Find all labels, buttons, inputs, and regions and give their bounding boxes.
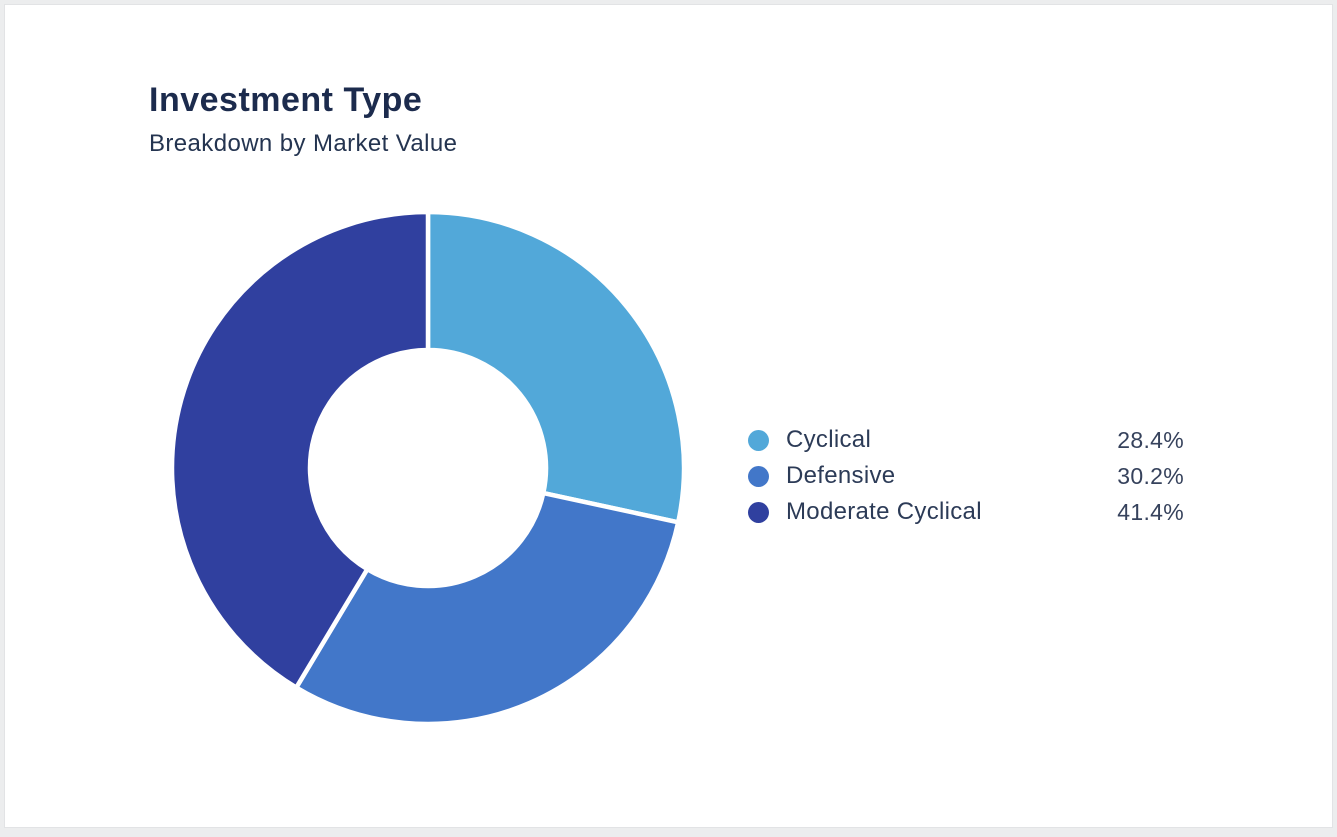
donut-chart-area <box>168 208 688 728</box>
legend-label: Moderate Cyclical <box>786 498 982 525</box>
legend-label: Defensive <box>786 462 896 489</box>
legend-label: Cyclical <box>786 426 872 453</box>
legend-item-cyclical[interactable]: Cyclical 28.4% <box>748 422 1184 458</box>
donut-segment-defensive[interactable] <box>294 490 681 727</box>
card-header: Investment Type Breakdown by Market Valu… <box>149 81 457 158</box>
chart-subtitle: Breakdown by Market Value <box>149 130 458 157</box>
donut-segment-cyclical[interactable] <box>425 209 687 525</box>
legend-dot-icon <box>748 429 769 451</box>
donut-segment-moderate-cyclical[interactable] <box>169 209 431 690</box>
chart-legend: Cyclical 28.4% Defensive 30.2% Moderate … <box>748 422 1184 530</box>
donut-chart <box>169 209 687 727</box>
legend-dot-icon <box>748 501 769 523</box>
legend-dot-icon <box>748 465 769 487</box>
legend-value: 41.4% <box>1117 498 1184 525</box>
chart-title: Investment Type <box>149 81 423 119</box>
legend-value: 28.4% <box>1117 426 1184 453</box>
legend-item-moderate-cyclical[interactable]: Moderate Cyclical 41.4% <box>748 494 1184 530</box>
legend-item-defensive[interactable]: Defensive 30.2% <box>748 458 1184 494</box>
legend-value: 30.2% <box>1117 462 1184 489</box>
chart-card: Investment Type Breakdown by Market Valu… <box>4 4 1333 828</box>
